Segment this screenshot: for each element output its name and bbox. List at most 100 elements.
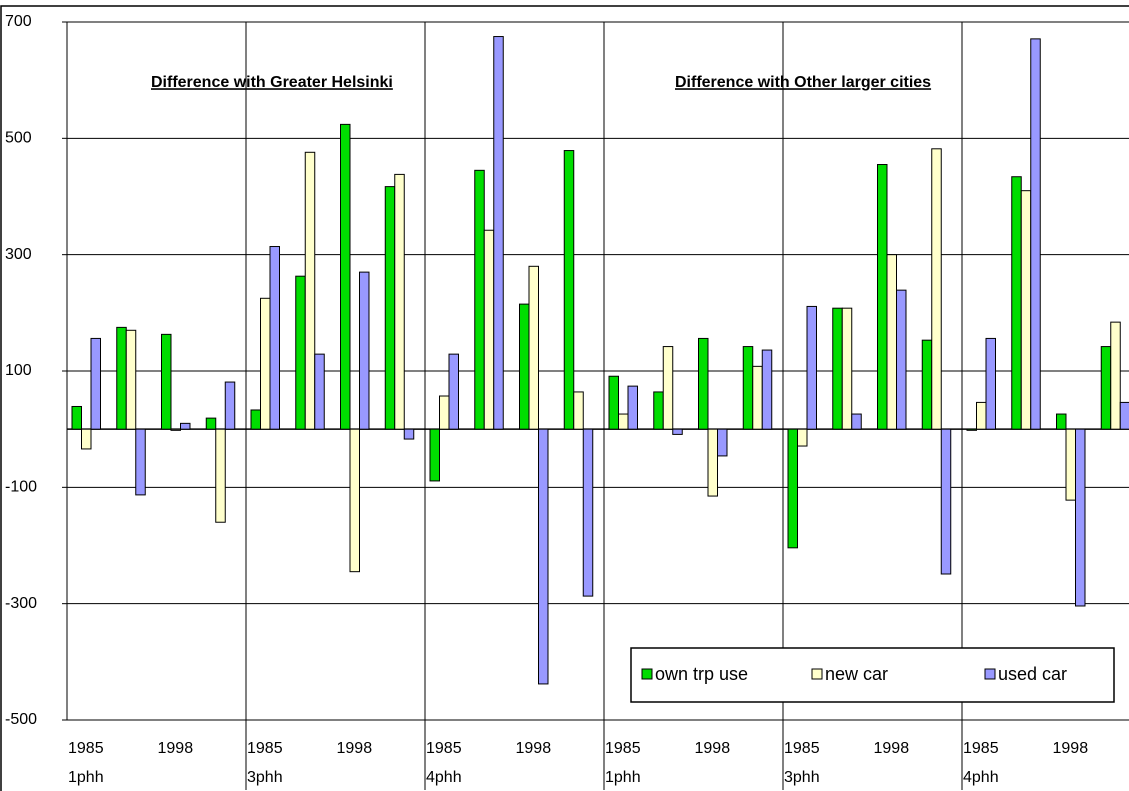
x-tick-label: 1985: [247, 740, 283, 757]
bar: [966, 428, 977, 431]
annotation: Difference with Other larger cities: [675, 74, 931, 91]
bar: [1100, 346, 1112, 430]
bar: [528, 265, 539, 430]
bar: [269, 246, 280, 430]
bar: [851, 413, 862, 430]
bar: [841, 307, 853, 430]
legend-swatch: [811, 668, 823, 680]
bar: [1065, 428, 1076, 501]
group-label: 1phh: [605, 769, 641, 786]
bar: [797, 428, 808, 447]
bar: [921, 339, 933, 430]
y-tick-label: -300: [5, 595, 37, 612]
bar: [180, 422, 191, 430]
bar: [742, 346, 754, 430]
bar: [582, 428, 594, 597]
annotation: Difference with Greater Helsinki: [151, 74, 393, 91]
group-label: 4phh: [426, 769, 462, 786]
bar: [71, 405, 82, 430]
bar: [698, 337, 709, 430]
y-tick-label: -100: [5, 479, 37, 496]
group-label: 3phh: [247, 769, 283, 786]
bar: [1075, 428, 1086, 607]
bar: [976, 401, 987, 430]
legend-label: used car: [998, 664, 1067, 684]
y-tick-label: -500: [5, 711, 37, 728]
bar: [573, 391, 584, 430]
bar: [474, 169, 485, 430]
bar: [224, 381, 236, 430]
x-tick-label: 1998: [1053, 740, 1089, 757]
legend-label: own trp use: [655, 664, 748, 684]
bar: [940, 428, 952, 575]
bar: [832, 307, 843, 430]
bar: [205, 417, 217, 430]
bar: [161, 333, 172, 430]
bar: [483, 229, 495, 430]
bar: [429, 428, 440, 482]
legend-swatch: [641, 668, 653, 680]
bar: [448, 353, 459, 430]
legend-swatch: [984, 668, 996, 680]
bar: [349, 428, 360, 573]
bar: [340, 123, 351, 430]
y-tick-label: 300: [5, 246, 32, 263]
bar: [608, 375, 619, 430]
legend-box: [630, 647, 1115, 703]
x-tick-label: 1985: [784, 740, 820, 757]
bar: [250, 409, 261, 430]
x-tick-label: 1985: [68, 740, 104, 757]
bar: [752, 365, 763, 430]
bar: [672, 428, 683, 435]
bar: [877, 164, 888, 430]
x-tick-label: 1998: [158, 740, 194, 757]
bar: [1011, 176, 1022, 430]
bar: [384, 186, 396, 430]
bar: [403, 428, 415, 440]
bar: [787, 428, 798, 549]
x-tick-label: 1998: [337, 740, 373, 757]
bar: [662, 346, 674, 430]
x-tick-label: 1985: [963, 740, 999, 757]
bar: [806, 305, 817, 430]
x-tick-label: 1985: [605, 740, 641, 757]
y-tick-label: 500: [5, 130, 32, 147]
bar: [896, 289, 907, 430]
bar: [761, 349, 773, 430]
bar: [653, 391, 664, 430]
bar: [1020, 190, 1032, 430]
bar: [627, 385, 638, 430]
bar: [170, 428, 181, 431]
x-tick-label: 1998: [695, 740, 731, 757]
bar: [563, 150, 575, 430]
bar: [519, 303, 530, 430]
bar: [931, 148, 942, 430]
bar: [1056, 413, 1067, 430]
bar: [493, 36, 504, 430]
x-tick-label: 1998: [874, 740, 910, 757]
bar: [81, 428, 92, 450]
group-label: 1phh: [68, 769, 104, 786]
y-tick-label: 700: [5, 13, 32, 30]
bar: [985, 337, 996, 430]
bar: [394, 173, 405, 430]
bar: [215, 428, 226, 523]
bar: [538, 428, 549, 685]
bar: [886, 254, 897, 430]
bar: [125, 329, 137, 430]
bar: [90, 337, 101, 430]
bar: [1119, 401, 1129, 430]
legend-label: new car: [825, 664, 888, 684]
bar: [116, 326, 127, 430]
bar: [135, 428, 146, 496]
bar: [707, 428, 718, 497]
bar: [304, 151, 316, 430]
y-tick-label: 100: [5, 362, 32, 379]
bar: [314, 353, 325, 430]
bar: [359, 271, 370, 430]
x-tick-label: 1998: [516, 740, 552, 757]
group-label: 3phh: [784, 769, 820, 786]
bar: [1110, 321, 1121, 430]
